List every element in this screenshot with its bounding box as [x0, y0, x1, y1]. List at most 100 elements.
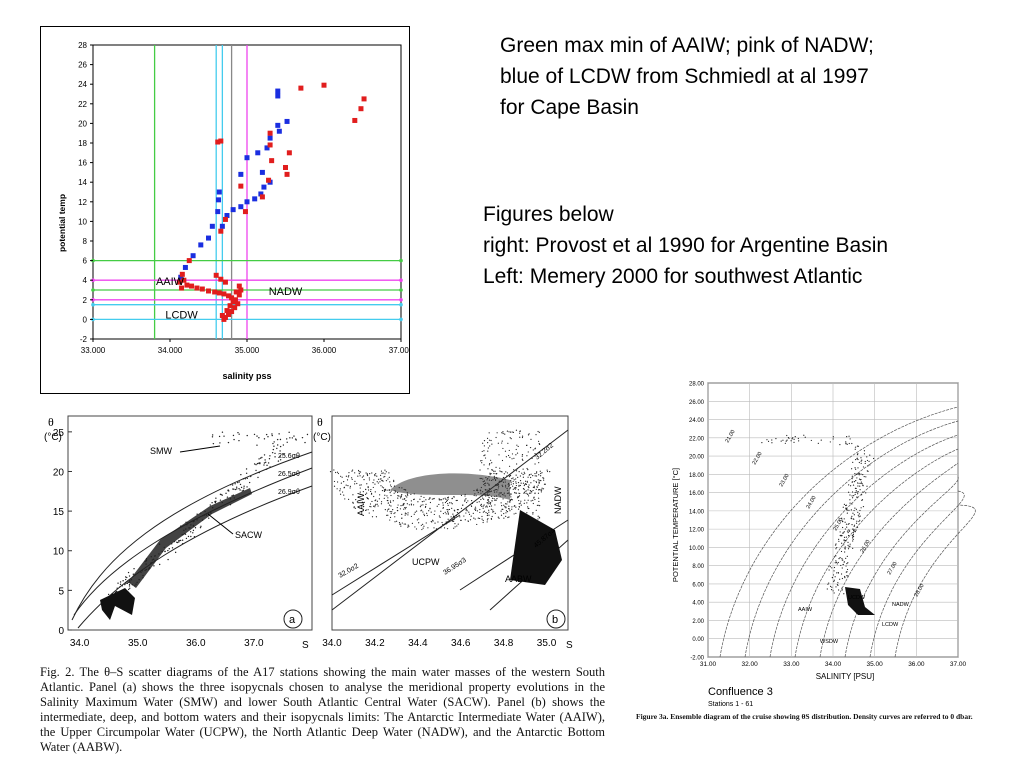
scatter-dot	[429, 501, 432, 504]
y-tick-label: 12.00	[689, 528, 705, 534]
red-data-point	[236, 292, 242, 298]
scatter-dot	[460, 519, 462, 521]
scatter-dot	[470, 515, 472, 517]
scatter-dot	[397, 504, 399, 506]
scatter-dot	[343, 487, 345, 489]
scatter-dot	[491, 515, 493, 518]
scatter-dot	[452, 519, 454, 522]
scatter-dot	[384, 473, 386, 475]
density-curve	[819, 462, 959, 658]
scatter-dot	[122, 580, 124, 582]
scatter-dot	[517, 476, 519, 479]
scatter-dot	[832, 436, 834, 438]
scatter-dot	[226, 496, 229, 498]
scatter-dot	[377, 482, 379, 484]
blue-data-point	[259, 169, 265, 175]
y-tick-label: 24.00	[689, 418, 705, 424]
scatter-dot	[524, 483, 527, 485]
scatter-dot	[518, 505, 520, 508]
scatter-dot	[451, 503, 453, 505]
scatter-dot	[359, 493, 361, 495]
scatter-dot	[840, 573, 843, 575]
scatter-dot	[417, 501, 419, 503]
panel-a-badge	[283, 609, 303, 629]
red-data-point	[229, 309, 235, 315]
scatter-dot	[842, 532, 845, 534]
scatter-dot	[525, 444, 528, 447]
scatter-dot	[866, 485, 868, 487]
scatter-dot	[856, 520, 858, 522]
scatter-dot	[839, 534, 841, 537]
scatter-dot	[397, 495, 399, 497]
scatter-dot	[425, 522, 427, 524]
scatter-dot	[384, 488, 387, 490]
scatter-dot	[488, 439, 491, 441]
scatter-dot	[527, 434, 530, 436]
scatter-dot	[537, 479, 539, 481]
scatter-dot	[845, 565, 847, 567]
scatter-dot	[128, 575, 131, 577]
scatter-dot	[405, 506, 407, 509]
scatter-dot	[518, 484, 520, 487]
hline-endpoint	[399, 317, 403, 322]
scatter-dot	[487, 503, 489, 505]
scatter-dot	[837, 572, 839, 574]
scatter-dot	[425, 499, 427, 501]
label-aaiw: AAIW	[356, 492, 366, 516]
x-tick-label: 33.00	[783, 661, 800, 668]
scatter-dot	[464, 519, 466, 521]
scatter-dot	[536, 472, 538, 474]
scatter-dot	[232, 488, 234, 490]
scatter-dot	[852, 484, 855, 486]
scatter-dot	[447, 504, 449, 506]
red-data-point	[176, 279, 182, 285]
scatter-dot	[549, 471, 551, 473]
scatter-dot	[261, 456, 263, 459]
scatter-dot	[537, 515, 539, 517]
y-tick-label: 8.00	[692, 564, 704, 570]
label-ucdw: UCDW	[848, 595, 866, 601]
scatter-dot	[844, 548, 846, 550]
scatter-dot	[518, 499, 520, 502]
scatter-dot	[534, 448, 536, 450]
scatter-dot	[410, 515, 413, 518]
scatter-dot	[515, 478, 517, 480]
scatter-dot	[271, 451, 274, 454]
scatter-dot	[403, 523, 405, 525]
scatter-dot	[451, 497, 453, 499]
scatter-dot	[481, 497, 484, 499]
scatter-dot	[533, 487, 535, 489]
scatter-dot	[491, 443, 493, 445]
scatter-dot	[133, 568, 135, 570]
scatter-dot	[853, 495, 855, 497]
scatter-dot	[854, 448, 856, 450]
red-data-point	[189, 283, 195, 289]
x-tick-label: 36.00	[908, 661, 925, 668]
scatter-dot	[761, 442, 763, 444]
scatter-dot	[516, 468, 518, 470]
confluence-ylabel: POTENTIAL TEMPERATURE [°C]	[671, 468, 680, 582]
scatter-dot	[374, 474, 376, 476]
scatter-dot	[374, 500, 376, 502]
scatter-dot	[414, 526, 416, 528]
fig2-panels: θ (°C) 0 5 10 15 20 25 34.0 35.0 36.0 37.0 SMW S…	[40, 410, 620, 660]
scatter-dot	[481, 518, 483, 520]
scatter-dot	[507, 516, 509, 519]
scatter-dot	[420, 510, 422, 512]
scatter-dot	[421, 528, 423, 531]
density-curve	[719, 406, 959, 658]
scatter-dot	[293, 435, 295, 437]
scatter-dot	[832, 438, 834, 440]
scatter-dot	[348, 475, 350, 477]
x-tick-label: 34.000	[158, 346, 183, 355]
scatter-dot	[383, 476, 385, 478]
scatter-dot	[445, 513, 447, 515]
scatter-dot	[532, 449, 534, 451]
scatter-dot	[505, 503, 507, 505]
scatter-dot	[368, 477, 370, 479]
x-tick-label: 37.00	[950, 661, 967, 668]
scatter-dot	[527, 495, 530, 497]
scatter-dot	[388, 472, 390, 474]
scatter-dot	[850, 518, 852, 520]
red-data-point	[218, 138, 224, 144]
